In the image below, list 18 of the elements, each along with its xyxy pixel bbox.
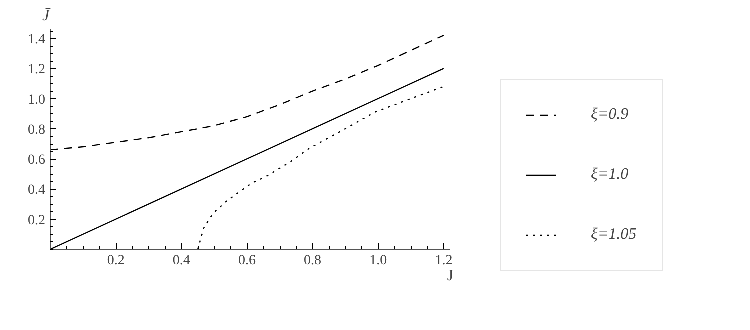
y-tick-label: 1.2 [28, 62, 46, 78]
x-tick-label: 0.2 [107, 254, 125, 268]
legend-label: ξ=1.05 [591, 226, 637, 244]
y-tick-label: 0.2 [28, 213, 46, 228]
y-tick-label: 1.0 [28, 92, 46, 108]
y-axis-title: J̄ [42, 8, 51, 24]
x-tick-label: 0.6 [238, 254, 256, 268]
y-tick-label: 1.4 [28, 32, 46, 48]
x-tick-label: 0.8 [304, 254, 322, 268]
legend-label: ξ=0.9 [591, 106, 629, 124]
y-tick-label: 0.8 [28, 122, 46, 138]
x-tick-label: 1.2 [435, 254, 453, 268]
y-tick-label: 0.4 [28, 183, 46, 198]
x-axis-title: J [447, 268, 454, 284]
legend-label: ξ=1.0 [591, 166, 629, 184]
x-tick-label: 0.4 [172, 254, 190, 268]
x-tick-label: 1.0 [370, 254, 388, 268]
y-tick-label: 0.6 [28, 153, 46, 168]
